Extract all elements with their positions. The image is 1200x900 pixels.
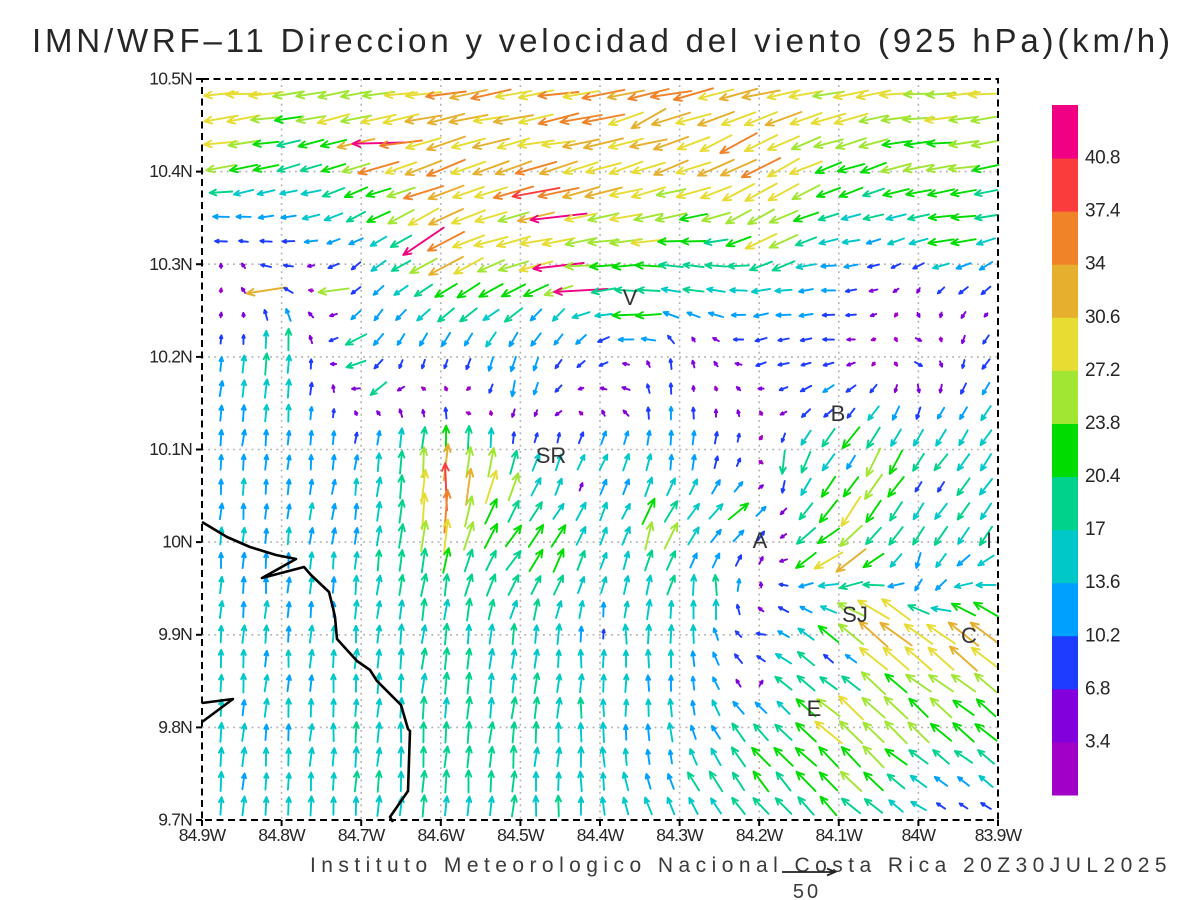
svg-text:23.8: 23.8 (1085, 413, 1120, 434)
svg-text:84.6W: 84.6W (418, 825, 466, 845)
svg-text:E: E (807, 696, 822, 721)
svg-text:10.2: 10.2 (1085, 625, 1120, 646)
svg-text:84.2W: 84.2W (736, 825, 784, 845)
svg-text:9.9N: 9.9N (158, 624, 192, 644)
svg-text:17: 17 (1085, 519, 1105, 540)
svg-text:30.6: 30.6 (1085, 307, 1120, 328)
svg-text:6.8: 6.8 (1085, 678, 1110, 699)
svg-text:I: I (986, 528, 992, 553)
svg-text:84W: 84W (902, 825, 937, 845)
svg-text:84.5W: 84.5W (497, 825, 545, 845)
svg-text:84.8W: 84.8W (258, 825, 306, 845)
svg-text:10.5N: 10.5N (149, 69, 192, 89)
svg-text:13.6: 13.6 (1085, 572, 1120, 593)
svg-text:50: 50 (793, 881, 821, 900)
svg-text:84.9W: 84.9W (179, 825, 227, 845)
svg-text:IMN/WRF–11 Direccion y velocid: IMN/WRF–11 Direccion y velocidad del vie… (32, 22, 1174, 59)
svg-text:10.3N: 10.3N (149, 254, 192, 274)
svg-text:10.2N: 10.2N (149, 346, 192, 366)
svg-text:84.7W: 84.7W (338, 825, 386, 845)
svg-text:84.4W: 84.4W (577, 825, 625, 845)
svg-text:10.1N: 10.1N (149, 439, 192, 459)
svg-text:20.4: 20.4 (1085, 466, 1121, 487)
svg-text:84.3W: 84.3W (656, 825, 704, 845)
svg-text:SR: SR (536, 443, 567, 468)
svg-text:37.4: 37.4 (1085, 201, 1121, 222)
svg-text:C: C (961, 623, 977, 648)
svg-text:9.7N: 9.7N (158, 810, 192, 830)
svg-text:40.8: 40.8 (1085, 148, 1120, 169)
svg-text:10.4N: 10.4N (149, 161, 192, 181)
svg-text:B: B (831, 401, 846, 426)
svg-text:9.8N: 9.8N (158, 717, 192, 737)
svg-text:34: 34 (1085, 254, 1106, 275)
svg-text:Instituto Meteorologico Nacion: Instituto Meteorologico Nacional Costa R… (310, 854, 1172, 877)
svg-text:SJ: SJ (842, 602, 868, 627)
svg-text:A: A (753, 528, 768, 553)
svg-text:27.2: 27.2 (1085, 360, 1120, 381)
svg-text:V: V (623, 285, 638, 310)
svg-text:83.9W: 83.9W (975, 825, 1023, 845)
svg-text:3.4: 3.4 (1085, 731, 1111, 752)
svg-text:84.1W: 84.1W (816, 825, 864, 845)
svg-text:10N: 10N (162, 532, 192, 552)
